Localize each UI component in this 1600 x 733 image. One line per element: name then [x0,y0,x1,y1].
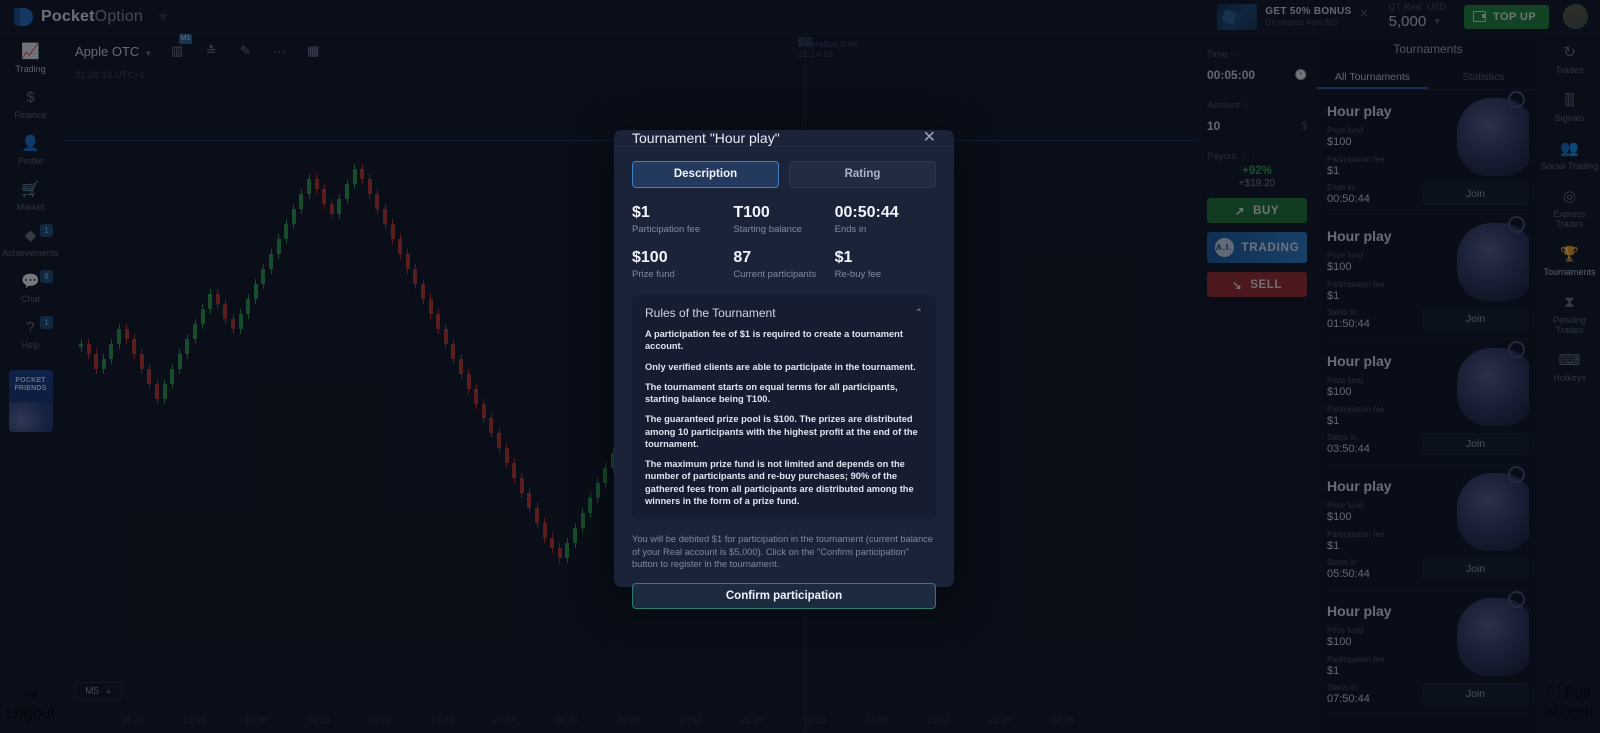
close-icon[interactable]: ✕ [922,129,936,146]
stat-label: Ends in [834,224,867,235]
rules-header[interactable]: Rules of the Tournament ⌃ [645,306,923,320]
rule-item: The maximum prize fund is not limited an… [645,459,914,506]
modal-title: Tournament "Hour play" [632,130,780,146]
modal-body: Description Rating $1 Participation fee T1… [614,147,954,623]
rule-item: The guaranteed prize pool is $100. The p… [645,414,918,449]
stat-value: $100 [632,249,668,266]
tournament-stats: $1 Participation fee T100 Starting balance 0… [632,204,936,294]
stat-item: T100 Starting balance [733,204,834,235]
stat-value: $1 [834,249,853,266]
modal-header: Tournament "Hour play" ✕ [614,130,954,147]
stat-value: 87 [733,249,752,266]
rules-title: Rules of the Tournament [645,306,776,320]
debit-note: You will be debited $1 for participation… [632,534,933,570]
rules-list: A participation fee of $1 is required to… [645,328,923,507]
stat-value: 00:50:44 [834,204,899,221]
stat-value: $1 [632,204,650,221]
tournament-modal: Tournament "Hour play" ✕ Description Rat… [614,130,954,609]
rules-section: Rules of the Tournament ⌃ A participatio… [632,295,936,520]
stat-label: Participation fee [632,224,701,235]
stat-value: T100 [733,204,770,221]
stat-item: 00:50:44 Ends in [835,204,936,235]
confirm-participation-button[interactable]: Confirm participation [632,582,936,609]
rule-item: Only verified clients are able to partic… [645,361,916,372]
rule-item: A participation fee of $1 is required to… [645,329,903,352]
rule-item: The tournament starts on equal terms for… [645,381,898,405]
stat-label: Starting balance [733,224,802,235]
stat-label: Prize fund [632,269,675,280]
stat-label: Re-buy fee [834,269,882,280]
chevron-up-icon[interactable]: ⌃ [914,307,923,319]
stat-item: 87 Current participants [733,249,834,280]
stat-item: $1 Participation fee [632,204,733,235]
tab-description[interactable]: Description [632,161,779,188]
stat-item: $100 Prize fund [632,249,733,280]
modal-tabs: Description Rating [632,161,936,188]
tab-rating[interactable]: Rating [789,161,936,188]
stat-item: $1 Re-buy fee [835,249,936,280]
stat-label: Current participants [733,269,817,280]
